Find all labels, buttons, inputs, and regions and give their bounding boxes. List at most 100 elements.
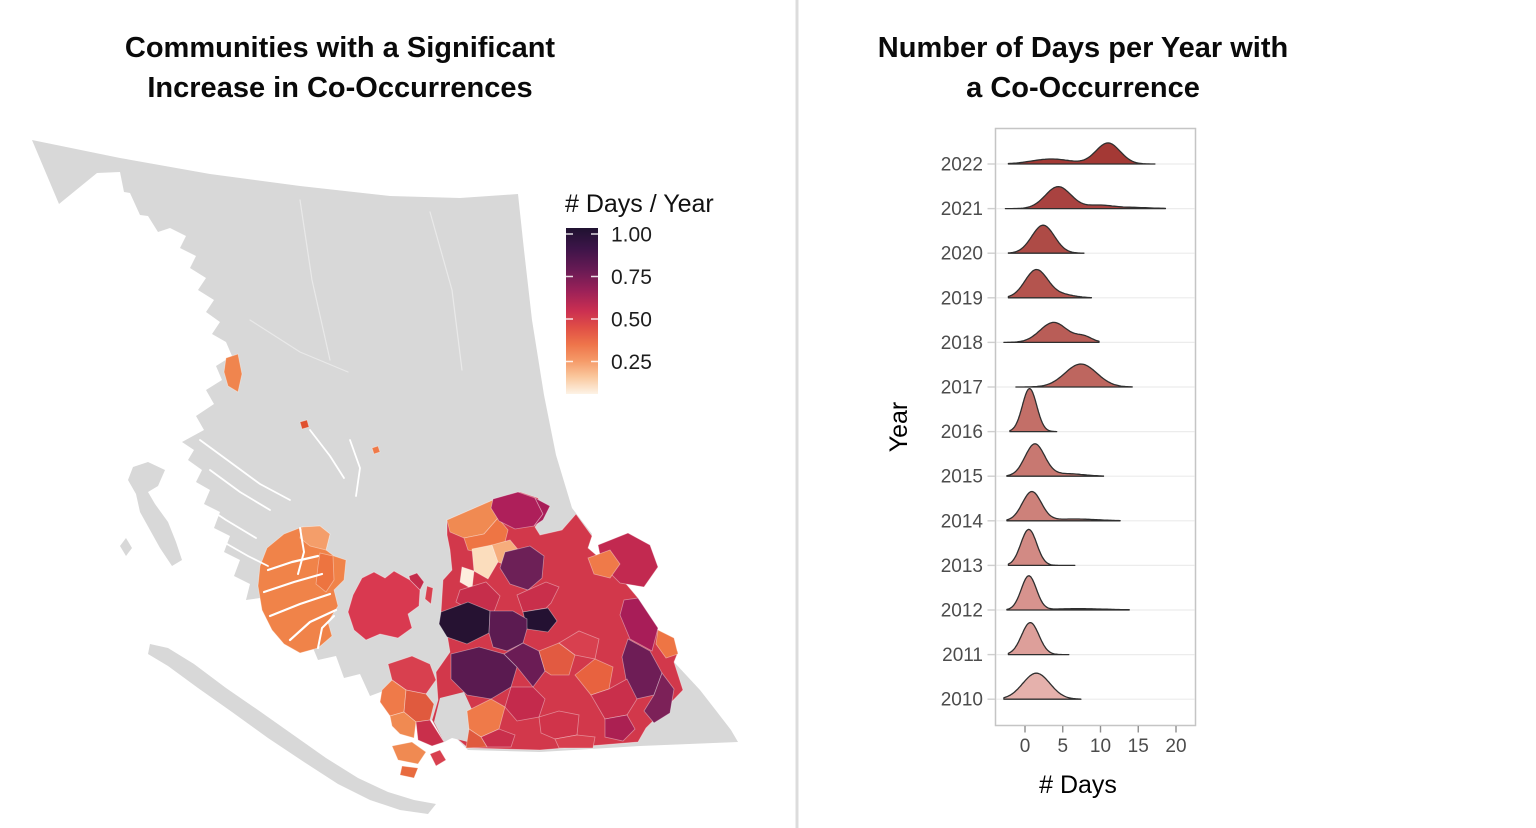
ridge-2014 xyxy=(1006,490,1121,522)
region xyxy=(399,765,419,779)
ridge-title-line1: Number of Days per Year with xyxy=(878,32,1288,64)
region xyxy=(533,497,551,527)
region xyxy=(604,714,636,742)
ridge-2011 xyxy=(1007,621,1070,656)
x-tick-label: 10 xyxy=(1090,736,1111,757)
ridgeline-panel: 2022202120202019201820172016201520142013… xyxy=(941,127,1197,757)
ridge-2010 xyxy=(1003,672,1082,700)
ridge-2016 xyxy=(1009,387,1058,433)
region xyxy=(587,549,621,579)
y-axis: 2022 2021 2020 2019 2018 2017 2016 2015 2014 2013… xyxy=(941,155,995,711)
ridge-2020 xyxy=(1007,224,1085,254)
region xyxy=(488,610,528,652)
river-line xyxy=(309,429,345,479)
region xyxy=(516,581,560,613)
year-label: 2011 xyxy=(942,645,983,666)
ridge-title-line2: a Co-Occurrence xyxy=(966,72,1200,104)
legend-label: 0.25 xyxy=(611,351,652,374)
ridge-2015 xyxy=(1006,443,1105,477)
region xyxy=(438,601,491,645)
x-tick-label: 5 xyxy=(1057,736,1068,757)
region xyxy=(299,525,331,551)
ridge-2018 xyxy=(1003,321,1100,344)
ridge-2019 xyxy=(1007,268,1093,299)
river-line xyxy=(262,572,324,594)
x-tick-label: 0 xyxy=(1020,736,1031,757)
legend-ticks xyxy=(566,233,598,363)
x-axis-title: # Days xyxy=(1039,771,1117,799)
river-line xyxy=(297,527,305,575)
region xyxy=(574,658,614,696)
region xyxy=(538,710,580,740)
legend-labels: 1.00 0.75 0.50 0.25 xyxy=(611,224,652,375)
year-label: 2019 xyxy=(941,288,983,309)
ridge-2022 xyxy=(1007,142,1156,165)
year-label: 2015 xyxy=(941,467,983,488)
river-line xyxy=(317,615,335,649)
region xyxy=(415,719,445,747)
river-line xyxy=(249,319,349,373)
region-chilcotin xyxy=(347,570,421,641)
gray-wedge xyxy=(434,692,474,742)
region xyxy=(465,728,488,749)
river-line xyxy=(288,608,338,642)
river-line xyxy=(199,439,291,501)
map-title-line2: Increase in Co-Occurrences xyxy=(147,72,532,104)
river-line xyxy=(268,592,332,618)
river-line xyxy=(349,439,361,497)
region xyxy=(643,672,675,724)
haida-gwaii xyxy=(128,462,182,566)
legend-colorbar xyxy=(566,228,598,394)
region xyxy=(621,638,663,700)
bc-choropleth-map xyxy=(32,140,738,814)
region xyxy=(424,585,434,605)
year-label: 2010 xyxy=(941,690,983,711)
year-label: 2018 xyxy=(941,333,983,354)
region-dot xyxy=(371,445,381,455)
river-line xyxy=(195,499,257,539)
region xyxy=(471,544,499,580)
ridge-2012 xyxy=(1006,575,1130,611)
density-ridges xyxy=(1003,142,1167,700)
map-legend: # Days / Year 1.00 0.75 0.50 0.25 xyxy=(565,190,714,394)
region xyxy=(619,597,659,652)
islet xyxy=(120,538,132,556)
river-line xyxy=(219,539,269,567)
region xyxy=(408,572,425,591)
year-label: 2013 xyxy=(941,556,983,577)
y-axis-title: Year xyxy=(885,402,913,453)
x-tick-label: 20 xyxy=(1165,736,1186,757)
ridge-2021 xyxy=(1004,185,1167,210)
year-label: 2012 xyxy=(941,601,983,622)
legend-title: # Days / Year xyxy=(565,190,714,218)
map-title-line1: Communities with a Significant xyxy=(125,32,556,64)
vancouver-island xyxy=(148,644,436,814)
region xyxy=(315,552,335,593)
year-label: 2014 xyxy=(941,511,984,532)
river-line xyxy=(209,469,271,511)
river-line xyxy=(266,554,320,572)
ridge-2013 xyxy=(1007,528,1076,567)
year-label: 2016 xyxy=(941,422,983,443)
region xyxy=(480,728,516,748)
region xyxy=(558,630,600,660)
x-tick-label: 15 xyxy=(1128,736,1149,757)
region xyxy=(429,749,447,767)
x-axis: 0 5 10 15 20 xyxy=(1020,726,1187,757)
region xyxy=(499,545,545,591)
ridge-2017 xyxy=(1015,363,1133,388)
region-dot xyxy=(299,419,310,430)
year-label: 2017 xyxy=(941,378,983,399)
region-north-outlier xyxy=(223,353,243,393)
river-line xyxy=(299,199,331,361)
year-label: 2022 xyxy=(941,155,983,176)
region xyxy=(554,734,596,749)
legend-label: 0.75 xyxy=(611,266,652,289)
year-label: 2021 xyxy=(941,199,983,220)
region xyxy=(655,629,679,659)
region xyxy=(391,741,427,765)
legend-label: 1.00 xyxy=(611,224,652,247)
year-label: 2020 xyxy=(941,244,983,265)
